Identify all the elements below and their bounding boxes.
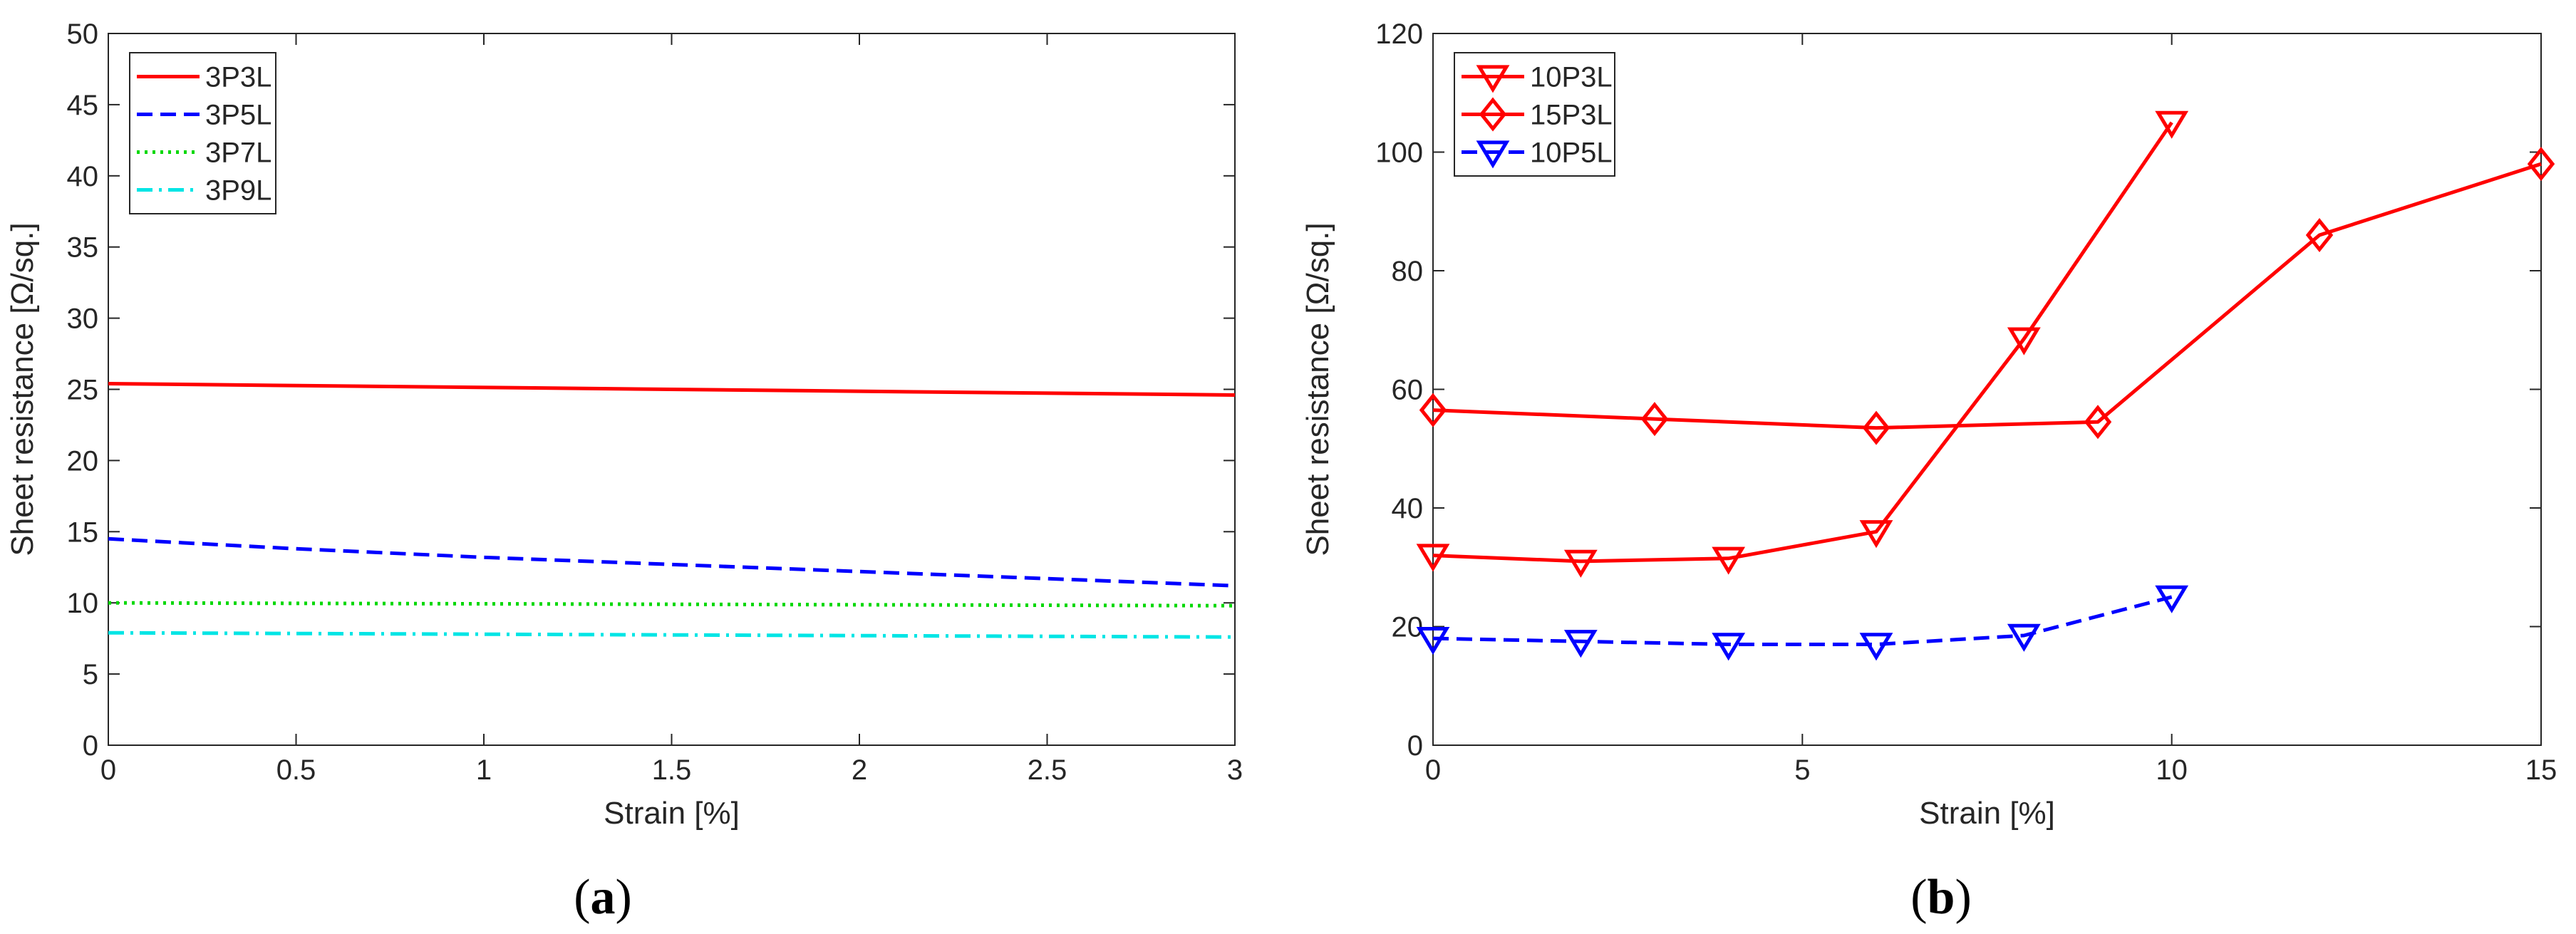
legend-label-10P3L: 10P3L [1530,62,1613,93]
x-tick-label: 5 [1794,754,1810,786]
y-tick-label: 120 [1375,19,1423,50]
legend-label-3P7L: 3P7L [205,137,271,169]
y-tick-label: 10 [67,588,99,619]
legend-label-3P5L: 3P5L [205,100,271,131]
y-tick-label: 60 [1392,375,1424,406]
data-point-10P5L [1859,633,1893,661]
x-tick-label: 15 [2525,754,2557,786]
series-line-10P5L [1432,595,2173,646]
panel-caption: (a) [574,870,632,925]
legend-marker-15P3L [1479,97,1507,132]
data-point-15P3L [1640,402,1669,437]
series-line-3P3L [108,382,1236,397]
y-axis-label: Sheet resistance [Ω/sq.] [1300,222,1335,556]
x-tick-label: 2 [852,754,867,786]
x-tick-label: 10 [2156,754,2188,786]
x-tick-label: 0 [100,754,116,786]
y-tick-label: 30 [67,303,99,335]
data-point-10P5L [1712,633,1746,661]
legend-label-3P3L: 3P3L [205,62,271,93]
data-point-15P3L [2084,405,2112,440]
x-tick-label: 0 [1425,754,1441,786]
y-axis-label: Sheet resistance [Ω/sq.] [5,222,40,556]
series-line-10P3L [1432,121,2173,564]
legend-box [129,52,276,214]
x-tick-label: 1.5 [652,754,692,786]
x-tick-label: 3 [1227,754,1243,786]
data-point-10P3L [1712,546,1746,575]
legend-label-15P3L: 15P3L [1530,100,1613,131]
x-tick-label: 1 [476,754,492,786]
data-point-10P5L [2007,623,2041,652]
panel-caption: (b) [1910,870,1972,925]
series-3P3L [108,382,1236,397]
x-axis-label: Strain [%] [604,796,740,831]
legend-marker-10P3L [1476,65,1510,93]
legend-marker-10P5L [1476,140,1510,169]
y-tick-label: 15 [67,517,99,548]
y-tick-label: 5 [83,659,98,690]
legend: 3P3L 3P5L 3P7L 3P9L [129,52,276,214]
y-tick-label: 0 [1407,730,1423,762]
y-tick-label: 40 [1392,493,1424,524]
x-tick-label: 0.5 [276,754,316,786]
series-10P3L [1416,110,2189,578]
data-point-10P5L [2155,585,2189,613]
series-10P5L [1416,585,2189,661]
data-point-15P3L [2305,218,2334,253]
data-point-10P3L [1563,549,1598,578]
data-point-10P3L [1859,520,1893,549]
series-line-15P3L [1432,162,2542,430]
data-point-10P3L [1416,544,1450,572]
data-point-15P3L [2527,147,2555,182]
y-tick-label: 50 [67,19,99,50]
y-tick-label: 100 [1375,137,1423,169]
data-point-10P5L [1563,630,1598,658]
data-point-10P3L [2155,110,2189,139]
y-tick-label: 25 [67,375,99,406]
y-tick-label: 40 [67,161,99,192]
data-point-10P5L [1416,626,1450,655]
data-point-15P3L [1862,410,1890,445]
y-tick-label: 20 [67,445,99,477]
data-point-10P3L [2007,327,2041,356]
legend-label-10P5L: 10P5L [1530,137,1613,169]
x-tick-label: 2.5 [1028,754,1067,786]
legend: 10P3L 15P3L 10P5L [1454,52,1615,177]
y-tick-label: 80 [1392,256,1424,287]
y-tick-label: 0 [83,730,98,762]
legend-label-3P9L: 3P9L [205,175,271,207]
chart-panel-a: 0 0.5 1 1.5 2 2.5 305101520253035404550Strain … [5,19,1243,925]
x-axis-label: Strain [%] [1919,796,2055,831]
y-tick-label: 45 [67,90,99,121]
y-tick-label: 35 [67,232,99,264]
series-15P3L [1419,147,2555,445]
data-point-15P3L [1419,393,1447,427]
